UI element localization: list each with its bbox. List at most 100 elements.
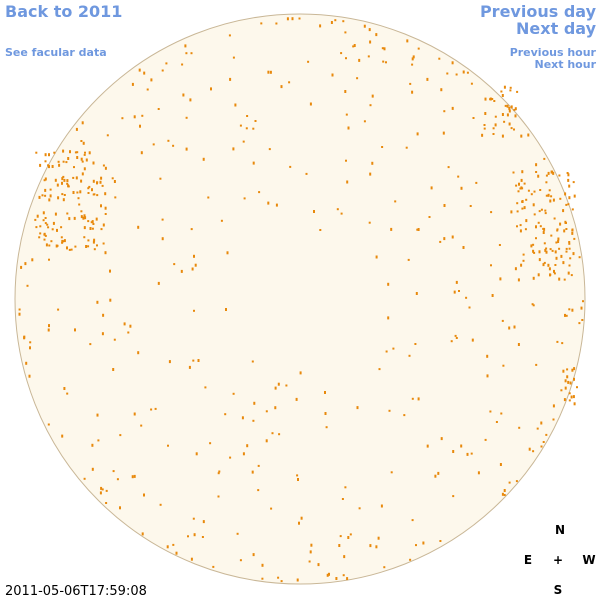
facula [535, 171, 538, 173]
next-day-link[interactable]: Next day [516, 19, 597, 38]
facula [197, 359, 200, 362]
facula [62, 240, 65, 243]
facula [536, 427, 539, 430]
facula [508, 326, 511, 330]
facula [571, 208, 574, 211]
facula [501, 113, 504, 116]
facula [157, 281, 160, 285]
facula [61, 177, 64, 181]
facula [565, 222, 567, 224]
facula [192, 517, 195, 520]
facula [540, 208, 543, 211]
facula [564, 386, 567, 390]
facula [83, 167, 86, 171]
facula [514, 267, 517, 271]
previous-day-link[interactable]: Previous day [480, 2, 597, 21]
facula [112, 470, 115, 473]
facula [83, 236, 86, 239]
facula [535, 363, 538, 366]
facula [229, 456, 232, 459]
facula [82, 216, 85, 220]
facula [552, 418, 555, 421]
facula [518, 426, 521, 429]
facula [447, 166, 450, 169]
facula [545, 250, 548, 254]
facula [387, 316, 390, 320]
facula [66, 246, 68, 250]
facula [540, 421, 543, 425]
facular-link[interactable]: See facular data [5, 46, 107, 59]
facula [89, 227, 92, 230]
facula [217, 495, 220, 498]
facula [465, 296, 468, 299]
facula [481, 133, 484, 137]
facula [503, 489, 506, 492]
compass-south: S [554, 583, 563, 597]
facula [192, 359, 195, 362]
facula [470, 82, 473, 85]
facula [92, 240, 95, 244]
facula [220, 219, 223, 222]
facula [274, 386, 277, 390]
facula [501, 319, 504, 322]
facula [537, 273, 540, 277]
facula [56, 228, 58, 232]
facula [109, 298, 112, 302]
facula [62, 198, 65, 202]
facula [457, 175, 460, 178]
facula [267, 70, 270, 74]
back-link[interactable]: Back to 2011 [5, 2, 122, 21]
facula [45, 243, 48, 247]
facula [515, 480, 518, 483]
facula [559, 222, 562, 226]
facula [18, 312, 21, 316]
facula [60, 226, 63, 229]
facula [451, 61, 454, 65]
facula [426, 77, 429, 81]
facula [543, 261, 546, 264]
facula [191, 267, 194, 271]
facula [499, 463, 502, 466]
facula [92, 193, 95, 196]
facula [513, 325, 516, 329]
facula [347, 536, 350, 539]
facula [245, 127, 248, 130]
facula [551, 249, 554, 252]
facula [573, 402, 576, 406]
facula [165, 62, 168, 65]
facula [527, 133, 530, 137]
facula [44, 234, 47, 237]
facula [280, 580, 283, 583]
facula [438, 57, 441, 60]
facula [492, 127, 495, 130]
facula [102, 164, 105, 167]
facula [202, 157, 205, 161]
facula [571, 229, 574, 232]
facula [559, 197, 562, 200]
facula [573, 194, 576, 198]
facula [80, 140, 83, 142]
facula [442, 131, 445, 135]
facula [518, 182, 520, 186]
facula [548, 189, 551, 192]
facula [416, 228, 419, 231]
facula [299, 371, 302, 375]
facula [556, 229, 559, 232]
facula [44, 153, 47, 157]
facula [159, 177, 162, 180]
facula [143, 71, 146, 75]
facula [455, 280, 458, 284]
previous-hour-link[interactable]: Previous hour [510, 46, 597, 59]
facula [532, 243, 535, 246]
facula [378, 368, 381, 371]
facula [102, 313, 105, 317]
facula [426, 444, 429, 448]
facula [39, 232, 42, 235]
facula [172, 144, 175, 147]
faculae [18, 17, 584, 583]
facula [193, 309, 195, 312]
next-hour-link[interactable]: Next hour [535, 58, 597, 71]
facula [552, 198, 555, 202]
facula [129, 324, 132, 328]
facula [472, 117, 475, 119]
